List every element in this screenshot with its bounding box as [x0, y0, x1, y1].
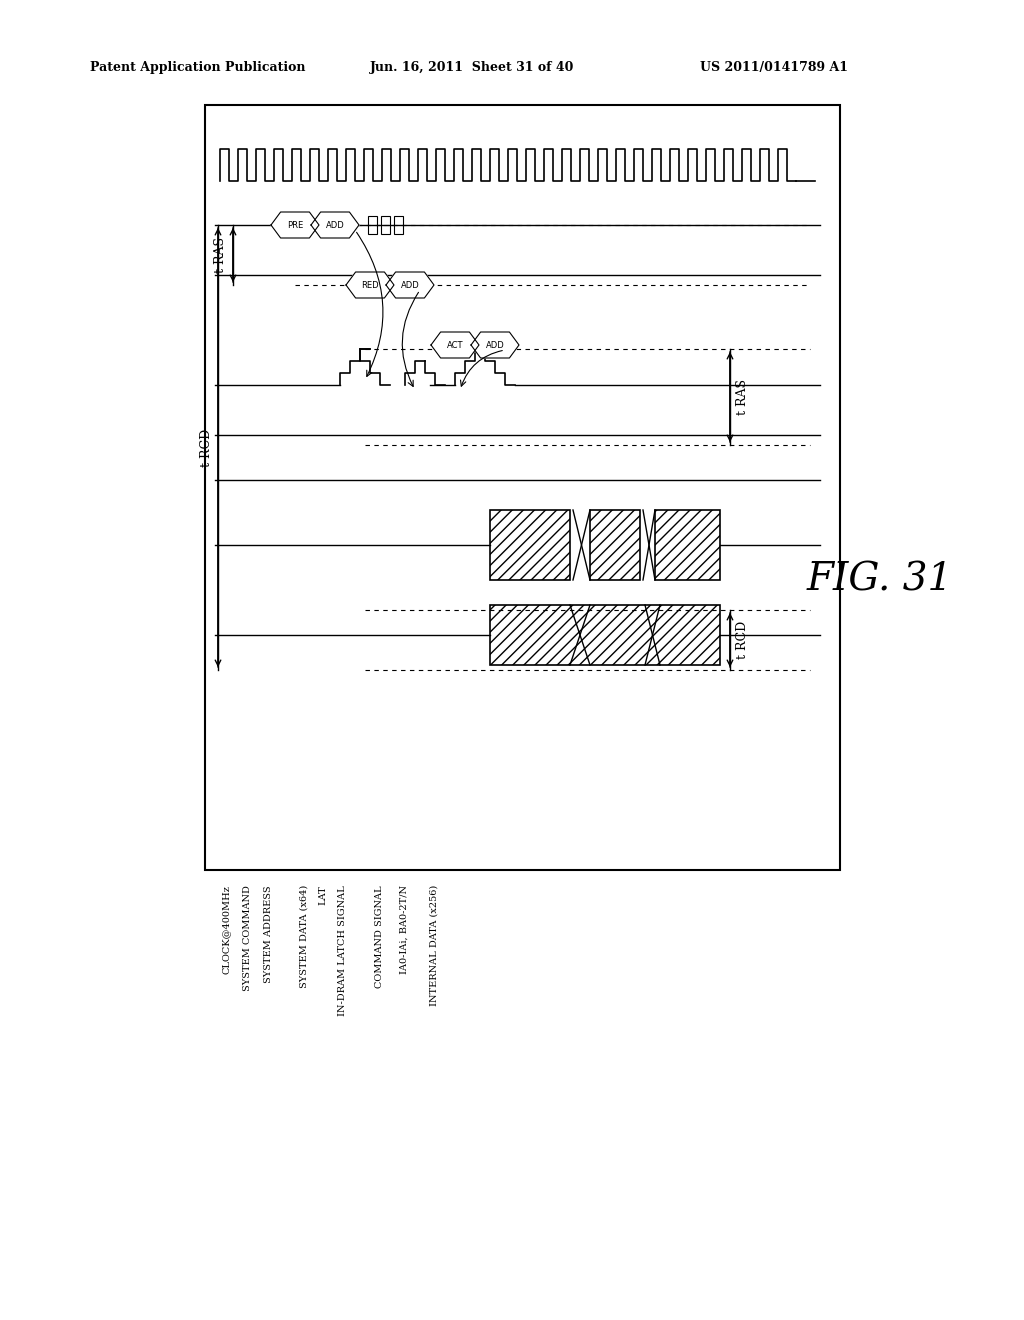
Text: Patent Application Publication: Patent Application Publication: [90, 62, 305, 74]
Polygon shape: [311, 213, 359, 238]
Bar: [368, 216, 377, 234]
Text: t RAS: t RAS: [214, 238, 227, 273]
Bar: [490, 510, 570, 579]
Polygon shape: [471, 333, 519, 358]
Text: US 2011/0141789 A1: US 2011/0141789 A1: [700, 62, 848, 74]
Bar: [655, 510, 720, 579]
Bar: [490, 605, 720, 665]
Text: INTERNAL DATA (x256): INTERNAL DATA (x256): [430, 884, 439, 1006]
Polygon shape: [346, 272, 394, 298]
Text: Jun. 16, 2011  Sheet 31 of 40: Jun. 16, 2011 Sheet 31 of 40: [370, 62, 574, 74]
Polygon shape: [271, 213, 319, 238]
Text: t RAS: t RAS: [735, 379, 749, 414]
Text: t RCD: t RCD: [200, 429, 213, 467]
Text: LAT: LAT: [318, 884, 327, 904]
Text: PRE: PRE: [287, 220, 303, 230]
Text: ADD: ADD: [326, 220, 344, 230]
Text: COMMAND SIGNAL: COMMAND SIGNAL: [375, 884, 384, 987]
Polygon shape: [431, 333, 479, 358]
Text: ACT: ACT: [446, 341, 463, 350]
Text: SYSTEM ADDRESS: SYSTEM ADDRESS: [264, 884, 273, 982]
Polygon shape: [386, 272, 434, 298]
Text: ADD: ADD: [485, 341, 505, 350]
Text: IN-DRAM LATCH SIGNAL: IN-DRAM LATCH SIGNAL: [338, 884, 347, 1016]
Bar: [590, 510, 640, 579]
Text: t RCD: t RCD: [735, 620, 749, 659]
Text: IA0-IAi, BA0-2T/N: IA0-IAi, BA0-2T/N: [400, 884, 409, 974]
Text: FIG. 31: FIG. 31: [807, 561, 953, 598]
Bar: [394, 216, 403, 234]
Bar: [381, 216, 390, 234]
Text: ADD: ADD: [400, 281, 420, 289]
Text: RED: RED: [361, 281, 379, 289]
Text: CLOCK@400MHz: CLOCK@400MHz: [222, 884, 231, 974]
Text: SYSTEM COMMAND: SYSTEM COMMAND: [243, 884, 252, 991]
Text: SYSTEM DATA (x64): SYSTEM DATA (x64): [300, 884, 309, 989]
Bar: [205, 106, 840, 870]
